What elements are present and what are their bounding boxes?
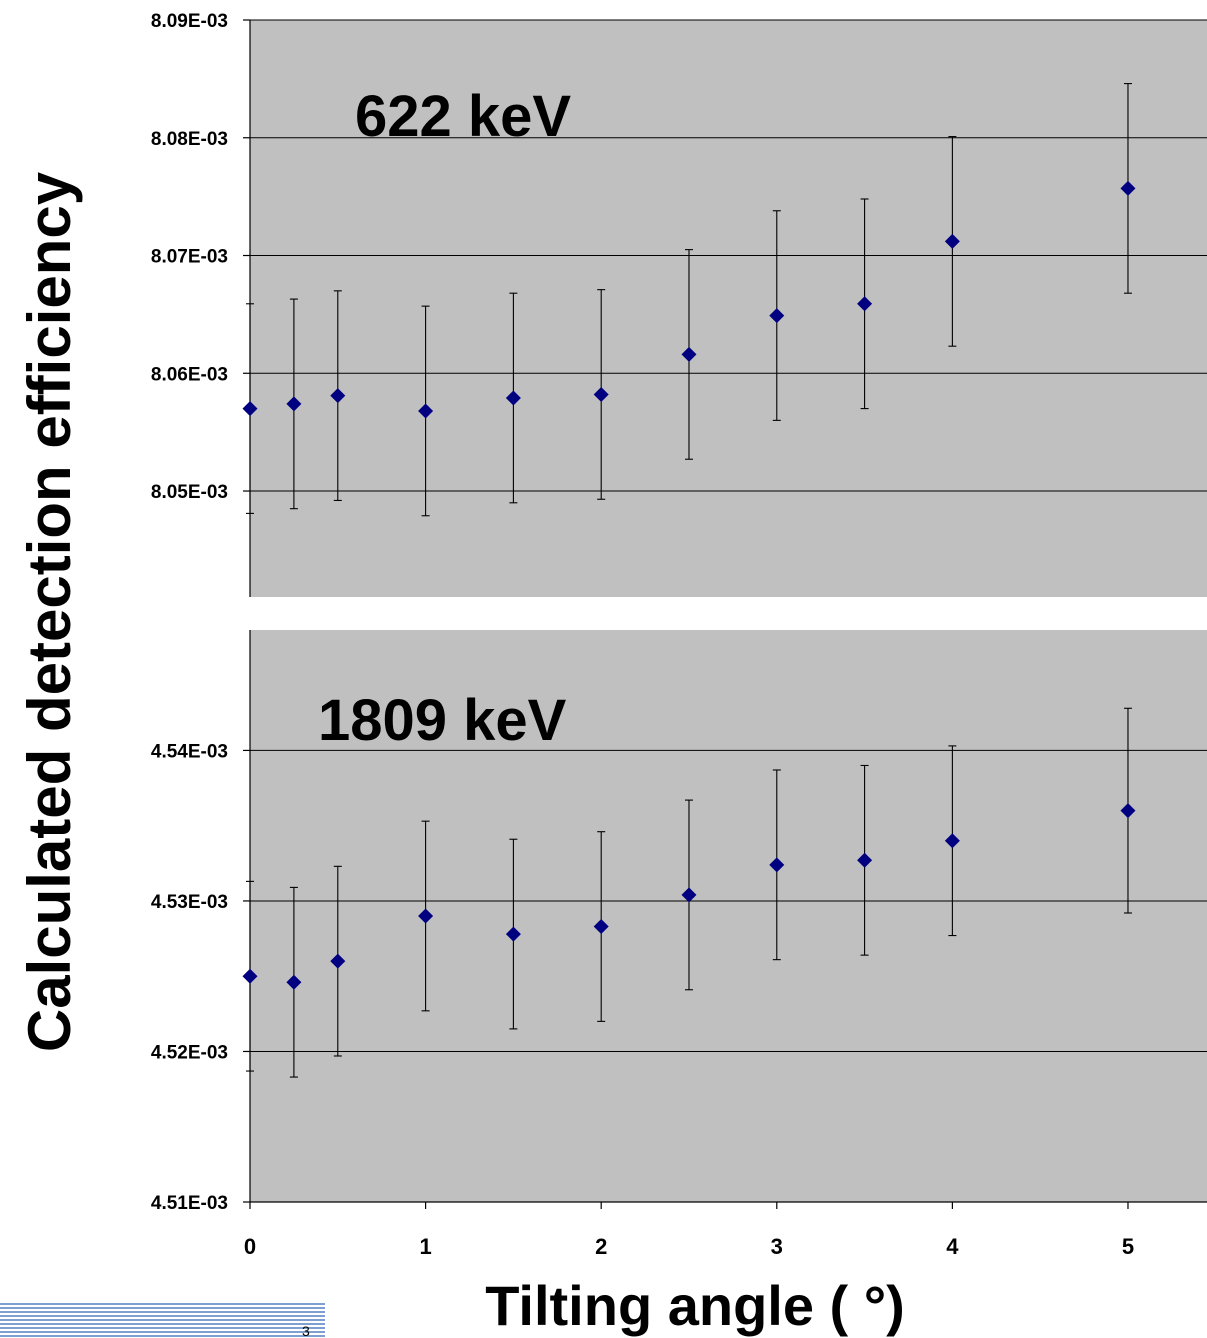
y-tick-label: 8.08E-03 xyxy=(151,129,228,150)
data-point xyxy=(769,308,785,324)
x-tick-label: 4 xyxy=(946,1234,959,1259)
data-point xyxy=(593,919,609,935)
data-point xyxy=(593,386,609,402)
y-tick-label: 4.53E-03 xyxy=(151,892,228,913)
x-tick-label: 2 xyxy=(595,1234,607,1259)
data-point xyxy=(944,233,960,249)
data-point xyxy=(681,346,697,362)
data-point xyxy=(242,968,258,984)
x-tick-label: 1 xyxy=(419,1234,431,1259)
data-point xyxy=(286,396,302,412)
data-point xyxy=(418,908,434,924)
data-point xyxy=(505,926,521,942)
y-axis-title: Calculated detection efficiency xyxy=(16,171,83,1052)
data-point xyxy=(681,887,697,903)
x-tick-label: 5 xyxy=(1122,1234,1134,1259)
y-tick-label: 8.09E-03 xyxy=(151,11,228,32)
data-point xyxy=(1120,180,1136,196)
data-point xyxy=(857,296,873,312)
plot-area-1809kev xyxy=(250,630,1207,1202)
footer-stripe xyxy=(0,1302,325,1338)
y-tick-label: 4.52E-03 xyxy=(151,1042,228,1063)
data-point xyxy=(330,953,346,969)
y-tick-label: 4.54E-03 xyxy=(151,741,228,762)
data-point xyxy=(505,390,521,406)
data-point xyxy=(242,401,258,417)
data-point xyxy=(944,833,960,849)
y-tick-label: 8.07E-03 xyxy=(151,247,228,268)
data-point xyxy=(769,857,785,873)
data-point xyxy=(418,403,434,419)
x-tick-label: 3 xyxy=(771,1234,783,1259)
y-tick-label: 8.06E-03 xyxy=(151,364,228,385)
panel-title-622kev: 622 keV xyxy=(355,84,571,149)
page-number: 3 xyxy=(302,1323,310,1338)
x-axis-title: Tilting angle ( °) xyxy=(485,1274,905,1337)
data-point xyxy=(857,852,873,868)
data-point xyxy=(330,388,346,404)
panel-title-1809kev: 1809 keV xyxy=(318,688,567,753)
data-point xyxy=(286,974,302,990)
y-tick-label: 4.51E-03 xyxy=(151,1193,228,1214)
data-point xyxy=(1120,803,1136,819)
y-tick-label: 8.05E-03 xyxy=(151,482,228,503)
x-tick-label: 0 xyxy=(244,1234,256,1259)
plot-area-622kev xyxy=(250,20,1207,597)
